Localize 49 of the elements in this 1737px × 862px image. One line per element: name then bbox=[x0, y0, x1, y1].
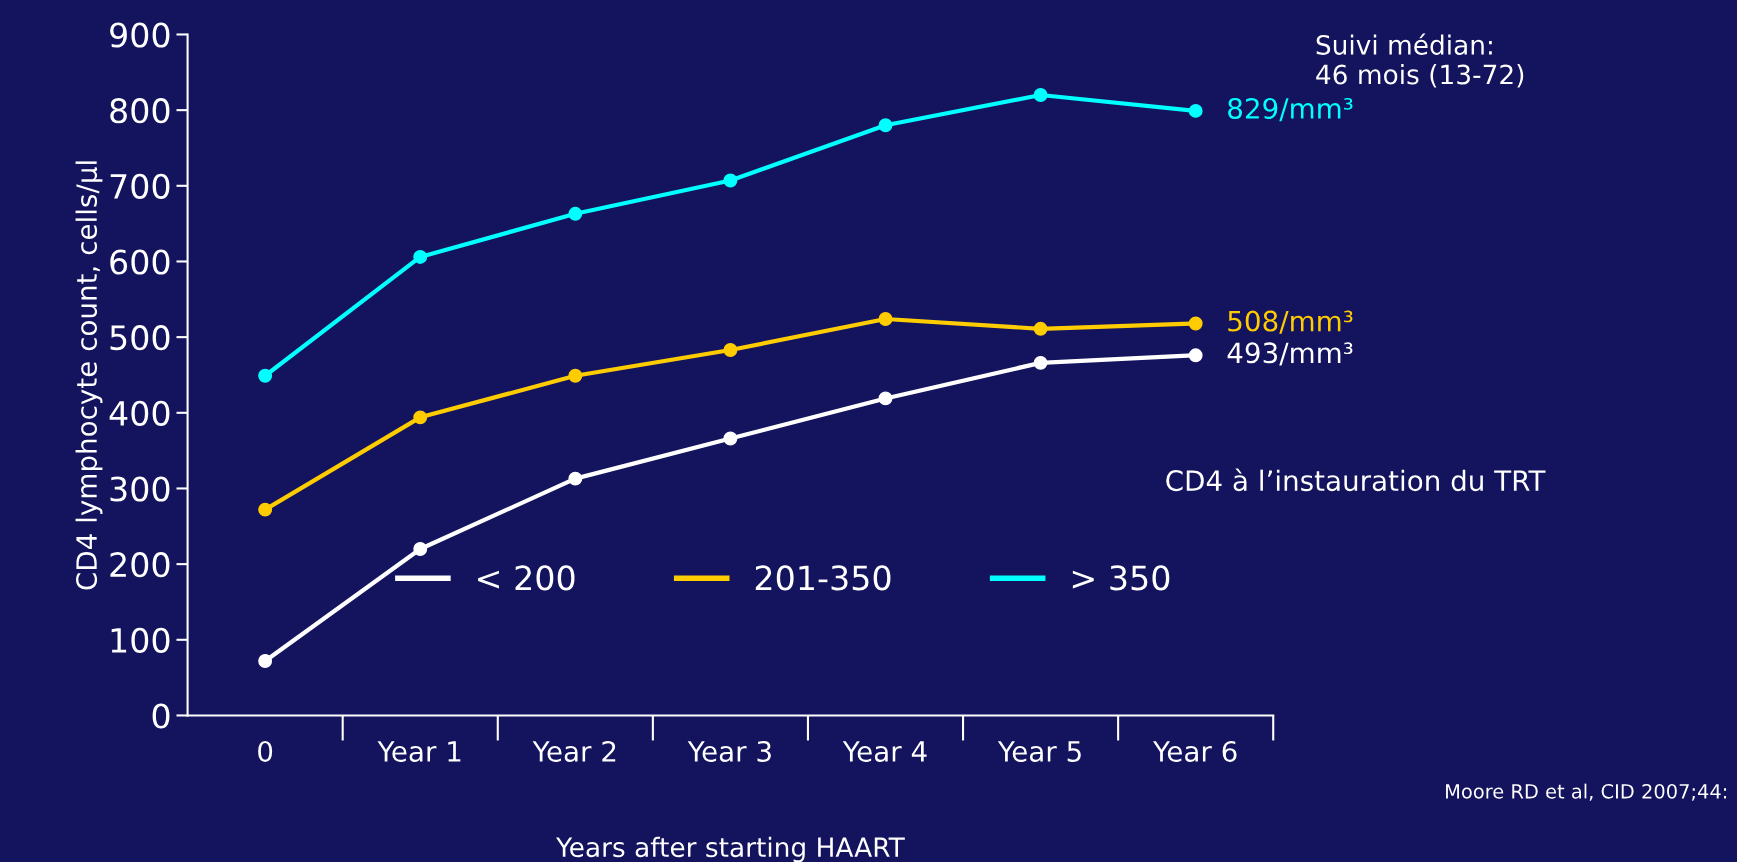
point bbox=[258, 654, 273, 668]
x-tick-label: Year 3 bbox=[687, 740, 771, 762]
legend-label: 201-350 bbox=[755, 565, 891, 591]
point bbox=[413, 410, 428, 425]
x-tick-label: Year 1 bbox=[377, 741, 461, 762]
point bbox=[568, 206, 583, 221]
x-tick-label: 0 bbox=[258, 740, 273, 762]
legend-title: CD4 à l’instauration du TRT bbox=[1166, 468, 1546, 492]
point bbox=[1188, 103, 1203, 118]
y-tick-label: 500 bbox=[110, 325, 170, 351]
annotation: 829/mm³ bbox=[1228, 97, 1353, 122]
y-tick-label: 100 bbox=[111, 627, 170, 653]
text: Moore RD et al, CID 2007;44: bbox=[1446, 783, 1727, 801]
point bbox=[1188, 348, 1203, 363]
y-tick-label: 700 bbox=[110, 173, 170, 199]
y-tick-label: 300 bbox=[110, 476, 170, 502]
y-tick-label: 200 bbox=[110, 552, 170, 578]
point bbox=[413, 249, 428, 264]
annotation: 508/mm³ bbox=[1228, 310, 1353, 334]
point bbox=[723, 431, 738, 446]
point bbox=[878, 118, 893, 133]
y-axis-title: CD4 lymphocyte count, cells/µl bbox=[75, 161, 103, 590]
y-tick-label: 800 bbox=[110, 98, 170, 124]
x-axis-title: Years after starting HAART bbox=[556, 836, 905, 862]
point bbox=[568, 471, 583, 486]
point bbox=[258, 502, 273, 517]
legend-label: > 350 bbox=[1072, 565, 1170, 591]
point bbox=[723, 343, 738, 357]
legend-label: < 200 bbox=[478, 565, 575, 591]
y-tick-label: 0 bbox=[152, 703, 170, 729]
point bbox=[1033, 321, 1048, 336]
point bbox=[413, 542, 428, 556]
y-tick-label: 600 bbox=[110, 249, 170, 275]
y-tick-label: 400 bbox=[109, 400, 170, 426]
y-tick-label: 900 bbox=[110, 22, 170, 48]
point bbox=[258, 368, 273, 383]
annotation: 493/mm³ bbox=[1227, 342, 1353, 366]
point bbox=[723, 173, 738, 188]
x-tick-label: Year 4 bbox=[842, 741, 927, 762]
x-tick-label: Year 2 bbox=[532, 740, 616, 762]
point bbox=[1033, 88, 1048, 102]
text: Suivi médian: 46 mois (13-72) bbox=[1316, 33, 1524, 88]
point bbox=[878, 312, 893, 326]
x-tick-label: Year 5 bbox=[997, 741, 1081, 762]
point bbox=[1188, 316, 1203, 331]
x-tick-label: Year 6 bbox=[1152, 740, 1237, 762]
point bbox=[1033, 355, 1048, 370]
point bbox=[878, 391, 893, 406]
point bbox=[568, 368, 583, 383]
